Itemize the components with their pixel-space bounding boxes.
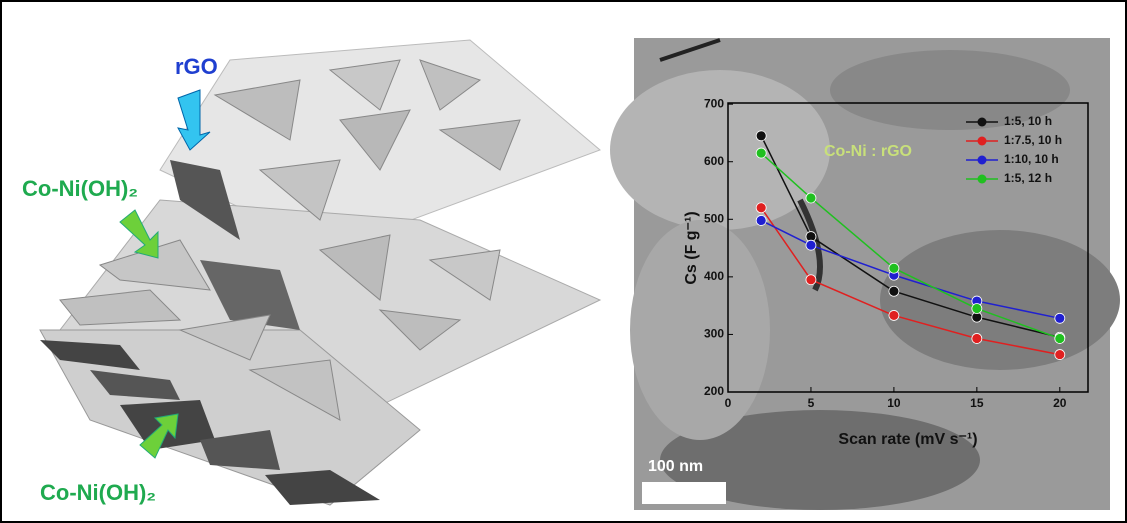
data-point: [806, 240, 816, 250]
x-axis-label: Scan rate (mV s⁻¹): [838, 431, 977, 448]
y-tick-label: 700: [704, 96, 724, 110]
legend-marker: [978, 156, 987, 165]
data-point: [1055, 350, 1065, 360]
x-tick-label: 20: [1053, 396, 1067, 410]
data-point: [972, 304, 982, 314]
data-point: [1055, 313, 1065, 323]
label-coni: Co-Ni(OH)₂: [40, 480, 156, 505]
x-tick-label: 15: [970, 396, 984, 410]
y-axis-label: Cs (F g⁻¹): [683, 211, 700, 284]
legend-label: 1:5, 12 h: [1004, 171, 1052, 185]
y-tick-label: 200: [704, 384, 724, 398]
scale-bar-label: 100 nm: [648, 458, 703, 475]
label-coni: Co-Ni(OH)₂: [22, 176, 138, 201]
data-point: [756, 203, 766, 213]
data-point: [806, 193, 816, 203]
data-point: [889, 310, 899, 320]
legend-marker: [978, 175, 987, 184]
data-point: [972, 333, 982, 343]
legend-marker: [978, 118, 987, 127]
label-rgo: rGO: [175, 54, 218, 79]
annotation: Co-Ni : rGO: [824, 143, 912, 160]
x-tick-label: 10: [887, 396, 901, 410]
y-tick-label: 300: [704, 327, 724, 341]
y-tick-label: 400: [704, 269, 724, 283]
y-tick-label: 500: [704, 211, 724, 225]
data-point: [806, 275, 816, 285]
data-point: [756, 215, 766, 225]
legend-marker: [978, 137, 987, 146]
data-point: [889, 263, 899, 273]
data-point: [889, 286, 899, 296]
y-tick-label: 600: [704, 154, 724, 168]
data-point: [756, 131, 766, 141]
data-point: [1055, 333, 1065, 343]
x-tick-label: 5: [808, 396, 815, 410]
legend-label: 1:5, 10 h: [1004, 114, 1052, 128]
data-point: [756, 148, 766, 158]
figure: rGO Co-Ni(OH)₂ Co-Ni(OH)₂ 100 nm Cs (F g…: [0, 0, 1127, 523]
legend-label: 1:10, 10 h: [1004, 152, 1059, 166]
x-tick-label: 0: [725, 396, 732, 410]
legend-label: 1:7.5, 10 h: [1004, 133, 1062, 147]
